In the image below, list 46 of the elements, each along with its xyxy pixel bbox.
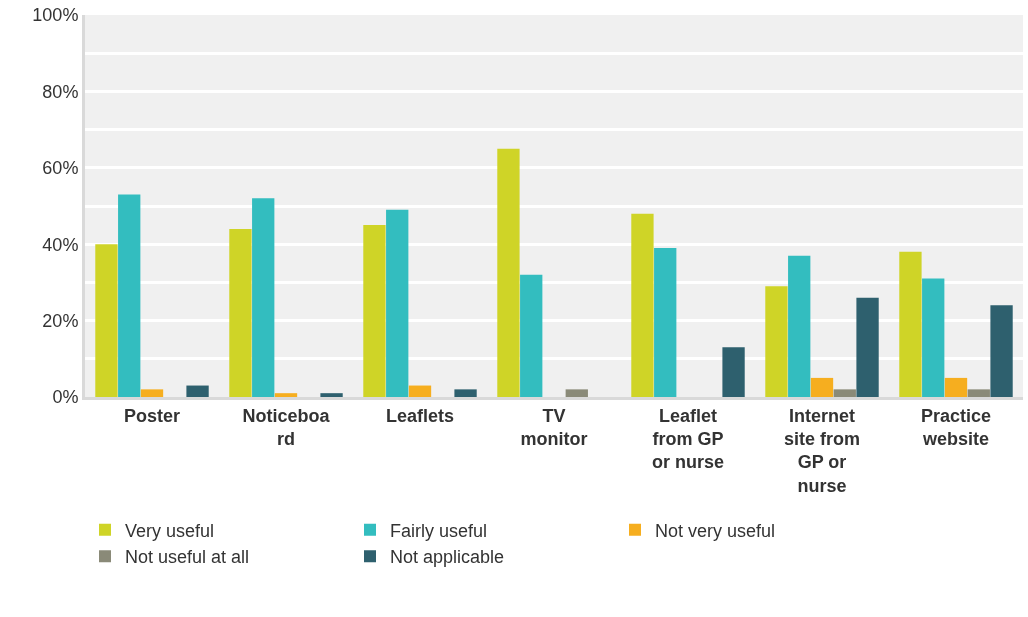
bar: [408, 385, 432, 397]
x-tick-label: TV monitor: [520, 405, 588, 449]
bar: [631, 213, 654, 397]
y-tick-label: 60%: [42, 158, 79, 179]
legend-label: Not useful at all: [125, 547, 250, 568]
y-tick-label: 100%: [32, 5, 79, 26]
bar: [320, 393, 343, 397]
legend-label: Very useful: [125, 520, 215, 541]
bar: [990, 305, 1013, 397]
legend-label: Fairly useful: [390, 520, 488, 541]
bar: [856, 297, 879, 397]
bar: [810, 377, 834, 397]
bar: [944, 377, 968, 397]
bar: [454, 389, 477, 397]
x-tick-label: Noticeboard: [242, 405, 331, 449]
bar: [363, 225, 386, 397]
bar: [520, 274, 543, 397]
bar: [654, 248, 677, 397]
legend-label: Not applicable: [390, 547, 505, 568]
y-tick-label: 80%: [42, 81, 79, 102]
bar: [95, 244, 118, 397]
bar: [788, 255, 811, 397]
y-tick-label: 0%: [52, 387, 79, 408]
x-tick-label: Practice website: [920, 405, 992, 449]
bar: [118, 194, 141, 397]
bar: [722, 347, 745, 397]
bar: [565, 389, 588, 397]
bar: [899, 251, 922, 397]
x-tick-label: Leaflets: [385, 405, 455, 426]
bar: [765, 286, 788, 397]
x-tick-label: Internet site from GP or nurse: [783, 405, 861, 496]
bar: [186, 385, 209, 397]
x-tick-label: Poster: [123, 405, 181, 426]
bar: [140, 389, 164, 397]
x-tick-label: Leaflet from GP or nurse: [651, 405, 725, 473]
bar: [386, 209, 409, 397]
bar: [922, 278, 945, 397]
y-tick-label: 20%: [42, 310, 79, 331]
bar: [967, 389, 990, 397]
bar: [274, 393, 298, 397]
legend-label: Not very useful: [655, 520, 776, 541]
bar: [497, 148, 520, 397]
bar: [252, 198, 275, 397]
y-tick-label: 40%: [42, 234, 79, 255]
bar: [833, 389, 856, 397]
bar: [229, 228, 252, 397]
